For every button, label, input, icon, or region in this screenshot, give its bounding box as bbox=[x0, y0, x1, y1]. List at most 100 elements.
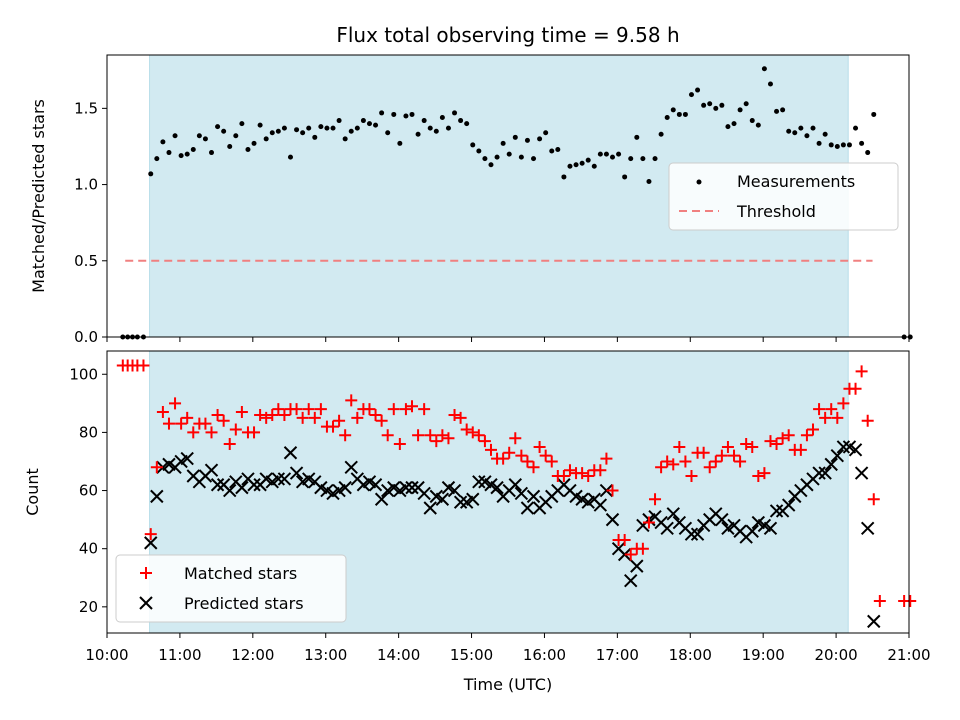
matched-star-marker bbox=[436, 429, 449, 442]
measurement-point bbox=[464, 121, 470, 127]
measurement-point bbox=[840, 142, 846, 148]
bottom-legend-box bbox=[115, 554, 347, 623]
matched-star-marker bbox=[873, 595, 886, 608]
measurement-point bbox=[549, 148, 555, 154]
matched-star-marker bbox=[557, 470, 570, 483]
predicted-star-marker bbox=[769, 504, 784, 518]
matched-star-marker bbox=[205, 426, 218, 439]
matched-star-marker bbox=[800, 429, 813, 442]
measurement-point bbox=[834, 143, 840, 149]
matched-star-marker bbox=[831, 411, 844, 424]
matched-star-marker bbox=[721, 440, 734, 453]
measurement-point bbox=[597, 151, 603, 157]
predicted-star-marker bbox=[867, 614, 881, 629]
measurement-point bbox=[354, 125, 360, 131]
matched-star-marker bbox=[278, 408, 291, 421]
matched-star-marker bbox=[484, 443, 497, 456]
legend-threshold: Threshold bbox=[736, 202, 816, 221]
predicted-stars-points bbox=[144, 440, 881, 629]
matched-star-marker bbox=[582, 470, 595, 483]
measurement-point bbox=[281, 125, 287, 131]
top-plot-frame bbox=[106, 54, 910, 338]
predicted-star-marker bbox=[277, 472, 292, 486]
measurement-point bbox=[184, 151, 190, 157]
measurement-point bbox=[318, 124, 324, 130]
measurement-point bbox=[190, 147, 196, 153]
matched-star-marker bbox=[175, 417, 188, 430]
star-count-panel: 20 40 60 80 100 10:00 11:00 12:00 13:00 14:00 15:… bbox=[23, 350, 931, 694]
matched-star-marker bbox=[466, 426, 479, 439]
predicted-star-marker bbox=[818, 466, 832, 480]
matched-star-marker bbox=[649, 493, 662, 506]
matched-star-marker bbox=[740, 438, 753, 451]
matched-star-marker bbox=[454, 411, 467, 424]
predicted-star-marker bbox=[344, 460, 358, 474]
matched-star-marker bbox=[655, 461, 668, 474]
bottom-y-tick-label: 20 bbox=[79, 598, 98, 616]
predicted-star-marker bbox=[526, 489, 541, 504]
predicted-star-marker bbox=[447, 483, 462, 498]
measurement-point bbox=[306, 125, 312, 131]
matched-star-marker bbox=[861, 414, 874, 427]
matched-star-marker bbox=[703, 461, 716, 474]
predicted-star-marker bbox=[745, 524, 759, 538]
top-y-tick-label: 1.0 bbox=[74, 176, 98, 194]
measurement-point bbox=[798, 125, 804, 131]
predicted-star-marker bbox=[684, 527, 699, 541]
matched-star-marker bbox=[734, 455, 747, 468]
measurement-point bbox=[379, 110, 385, 116]
top-y-axis: 0.0 0.5 1.0 1.5 bbox=[74, 99, 107, 346]
matched-star-marker bbox=[636, 542, 649, 555]
matched-star-marker bbox=[594, 464, 607, 477]
measurement-point bbox=[215, 124, 221, 130]
top-y-tick-label: 0.5 bbox=[74, 252, 98, 270]
measurement-point bbox=[373, 122, 379, 128]
measurement-point bbox=[342, 136, 348, 142]
measurement-point bbox=[476, 148, 482, 154]
matched-star-marker bbox=[351, 411, 364, 424]
predicted-star-marker bbox=[520, 501, 535, 515]
measurement-point bbox=[397, 140, 403, 146]
measurement-point bbox=[196, 133, 202, 139]
measurement-point bbox=[676, 111, 682, 117]
matched-star-marker bbox=[211, 408, 224, 421]
legend-matched-stars: Matched stars bbox=[184, 564, 297, 583]
matched-star-marker bbox=[837, 397, 850, 410]
measurement-point bbox=[531, 156, 537, 162]
predicted-star-marker bbox=[508, 478, 522, 492]
matched-star-marker bbox=[187, 426, 200, 439]
measurement-point bbox=[591, 163, 597, 169]
predicted-star-marker bbox=[660, 521, 674, 536]
predicted-star-marker bbox=[150, 489, 164, 504]
matched-star-marker bbox=[667, 458, 680, 471]
predicted-star-marker bbox=[848, 443, 863, 457]
measurement-point bbox=[731, 121, 737, 127]
matched-star-marker bbox=[867, 493, 880, 506]
measurement-point bbox=[719, 102, 725, 108]
x-tick-label: 20:00 bbox=[814, 646, 857, 664]
matched-star-marker bbox=[169, 397, 182, 410]
matched-star-marker bbox=[345, 394, 358, 407]
matched-star-marker bbox=[503, 446, 516, 459]
measurement-point bbox=[755, 122, 761, 128]
measurement-point bbox=[239, 121, 245, 127]
measurement-point bbox=[324, 125, 330, 131]
matched-star-marker bbox=[685, 470, 698, 483]
matched-star-marker bbox=[308, 411, 321, 424]
predicted-star-marker bbox=[836, 440, 851, 454]
x-tick-label: 18:00 bbox=[669, 646, 712, 664]
x-tick-label: 15:00 bbox=[450, 646, 493, 664]
matched-star-marker bbox=[339, 429, 352, 442]
matched-star-marker bbox=[381, 429, 394, 442]
measurement-point bbox=[275, 128, 281, 134]
measurement-point bbox=[713, 105, 719, 111]
matched-star-marker bbox=[715, 449, 728, 462]
measurements-legend-marker bbox=[696, 179, 702, 185]
predicted-star-marker bbox=[630, 559, 644, 573]
matched-star-marker bbox=[606, 484, 619, 497]
predicted-star-marker bbox=[289, 466, 304, 480]
matched-star-marker bbox=[752, 470, 765, 483]
matched-star-marker bbox=[290, 403, 303, 416]
matched-star-marker bbox=[618, 533, 631, 546]
measurement-point bbox=[634, 134, 640, 140]
